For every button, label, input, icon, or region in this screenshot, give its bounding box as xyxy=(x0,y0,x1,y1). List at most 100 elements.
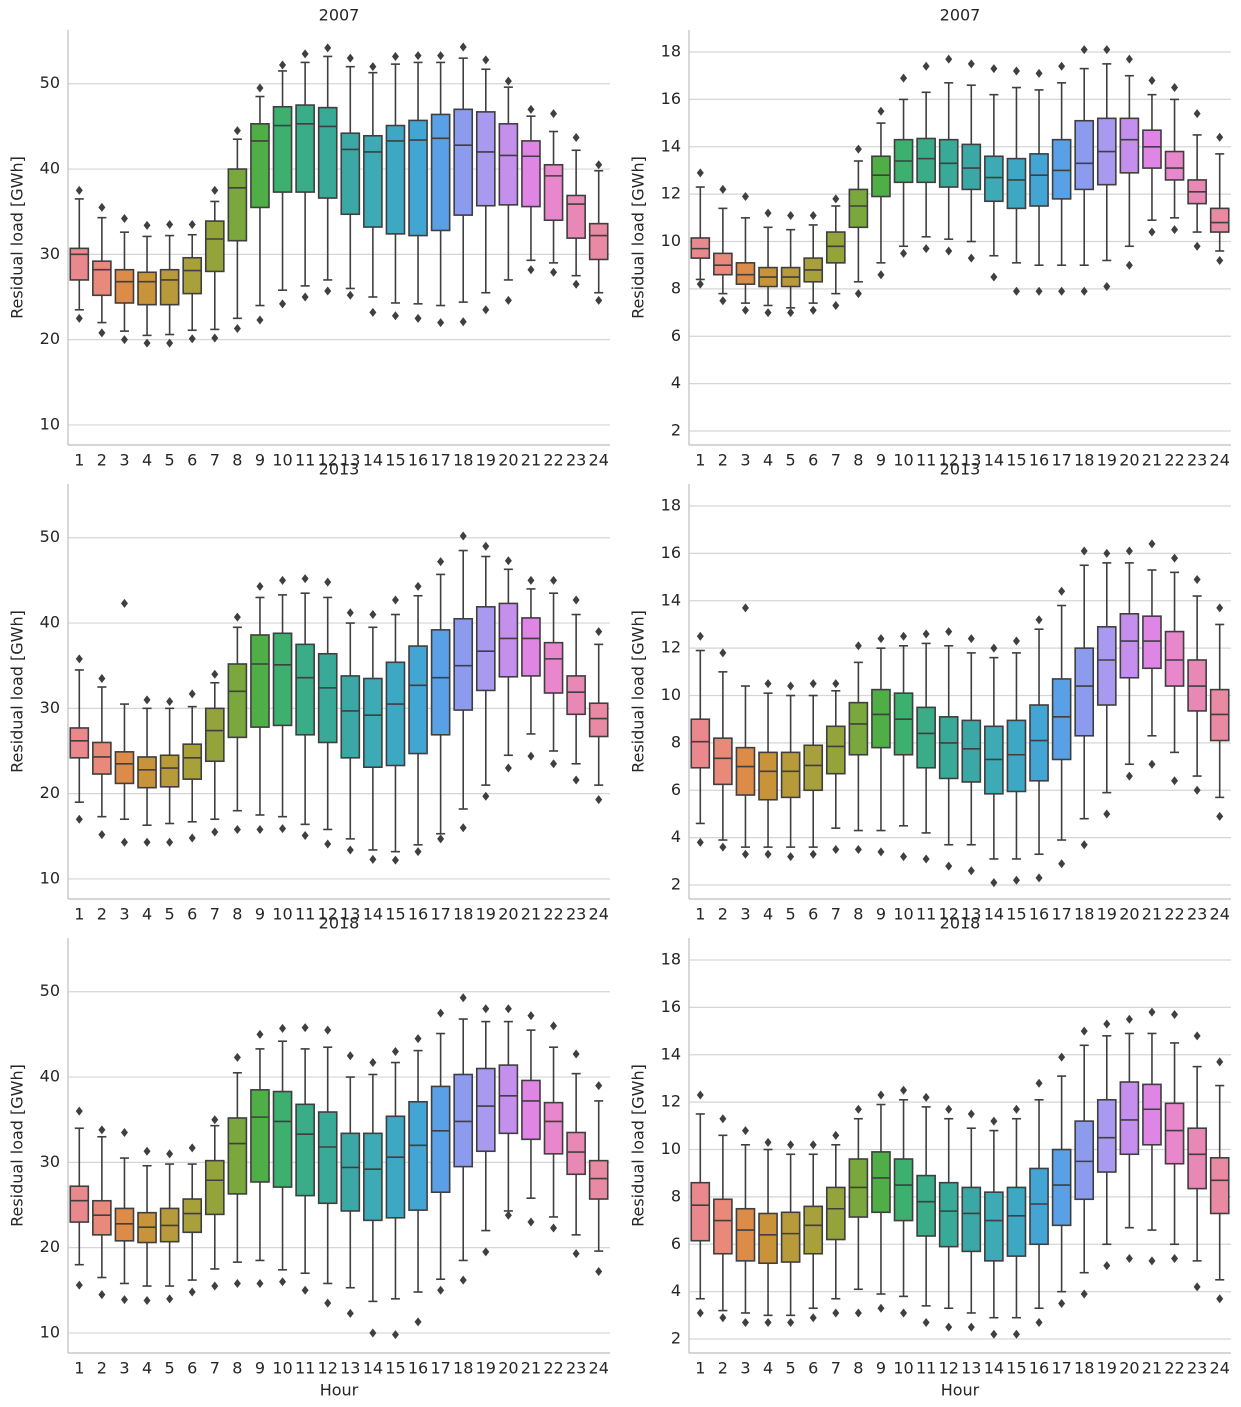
outlier xyxy=(741,192,749,202)
outlier xyxy=(143,338,151,348)
outlier xyxy=(211,1281,219,1291)
outlier xyxy=(504,1004,512,1014)
outlier xyxy=(854,1308,862,1318)
box xyxy=(340,675,361,759)
outlier xyxy=(459,317,467,327)
outlier xyxy=(369,1328,377,1338)
outlier xyxy=(900,631,908,641)
outlier xyxy=(1125,771,1133,781)
box xyxy=(566,1131,586,1176)
outlier xyxy=(550,267,558,277)
outlier xyxy=(696,631,704,641)
outlier xyxy=(550,1021,558,1031)
outlier xyxy=(188,1143,196,1153)
box xyxy=(475,606,496,692)
outlier xyxy=(696,1090,704,1100)
box xyxy=(1142,129,1162,169)
x-tick-label: 15 xyxy=(385,1359,405,1378)
box xyxy=(204,1159,225,1216)
outlier xyxy=(256,83,264,93)
outlier xyxy=(990,878,998,888)
x-tick-label: 13 xyxy=(961,1359,981,1378)
outlier xyxy=(233,612,241,622)
outlier xyxy=(1148,1007,1156,1017)
x-tick-label: 7 xyxy=(831,451,841,470)
box xyxy=(114,268,135,304)
outlier xyxy=(832,1130,840,1140)
outlier xyxy=(1193,241,1201,251)
x-tick-label: 5 xyxy=(786,451,796,470)
outlier xyxy=(369,1058,377,1068)
outlier xyxy=(1035,1078,1043,1088)
x-tick-label: 22 xyxy=(543,905,563,924)
x-tick-label: 3 xyxy=(119,451,129,470)
x-tick-label: 2 xyxy=(718,451,728,470)
outlier xyxy=(482,55,490,65)
outlier xyxy=(572,132,580,142)
x-tick-label: 16 xyxy=(1029,905,1049,924)
outlier xyxy=(945,861,953,871)
x-tick-label: 24 xyxy=(589,905,609,924)
y-tick-label: 10 xyxy=(661,231,681,250)
box xyxy=(408,645,428,755)
x-tick-label: 18 xyxy=(453,1359,473,1378)
outlier xyxy=(414,51,422,61)
box xyxy=(1209,207,1230,233)
outlier xyxy=(482,541,490,551)
outlier xyxy=(1080,286,1088,296)
outlier xyxy=(1193,109,1201,119)
box xyxy=(295,643,315,736)
outlier xyxy=(1171,776,1179,786)
y-tick-label: 50 xyxy=(40,981,60,1000)
outlier xyxy=(854,844,862,854)
box xyxy=(916,137,936,184)
x-tick-label: 19 xyxy=(1097,451,1117,470)
y-tick-label: 10 xyxy=(40,1322,60,1341)
outlier xyxy=(437,51,445,61)
y-tick-label: 2 xyxy=(671,875,681,894)
box xyxy=(1029,704,1049,782)
outlier xyxy=(945,1104,953,1114)
outlier xyxy=(741,1126,749,1136)
outlier xyxy=(595,160,603,170)
y-tick-label: 18 xyxy=(661,42,681,61)
box xyxy=(250,634,270,728)
x-tick-label: 3 xyxy=(740,905,750,924)
box xyxy=(272,1090,293,1188)
outlier xyxy=(764,679,772,689)
x-tick-label: 20 xyxy=(1119,905,1139,924)
x-tick-label: 11 xyxy=(295,451,315,470)
outlier xyxy=(1103,809,1111,819)
outlier xyxy=(1035,873,1043,883)
outlier xyxy=(414,1317,422,1327)
x-tick-label: 8 xyxy=(853,451,863,470)
box xyxy=(803,744,824,792)
outlier xyxy=(1012,1104,1020,1114)
x-tick-label: 20 xyxy=(498,1359,518,1378)
outlier xyxy=(719,648,727,658)
x-tick-label: 2 xyxy=(718,1359,728,1378)
box xyxy=(713,1198,733,1255)
outlier xyxy=(595,795,603,805)
box xyxy=(250,123,270,209)
x-tick-label: 7 xyxy=(210,451,220,470)
x-tick-label: 4 xyxy=(142,451,152,470)
x-tick-label: 2 xyxy=(97,451,107,470)
x-tick-label: 1 xyxy=(695,1359,705,1378)
y-tick-label: 4 xyxy=(671,827,681,846)
outlier xyxy=(211,333,219,343)
x-tick-label: 13 xyxy=(340,1359,360,1378)
box xyxy=(1096,626,1117,706)
outlier xyxy=(900,1308,908,1318)
x-tick-label: 23 xyxy=(566,905,586,924)
y-tick-label: 12 xyxy=(661,184,681,203)
box xyxy=(204,220,225,273)
box xyxy=(893,1158,914,1222)
outlier xyxy=(572,595,580,605)
box xyxy=(916,706,936,769)
box xyxy=(1006,157,1027,210)
x-tick-label: 3 xyxy=(740,1359,750,1378)
outlier xyxy=(414,313,422,323)
outlier xyxy=(459,823,467,833)
box xyxy=(938,1181,959,1248)
